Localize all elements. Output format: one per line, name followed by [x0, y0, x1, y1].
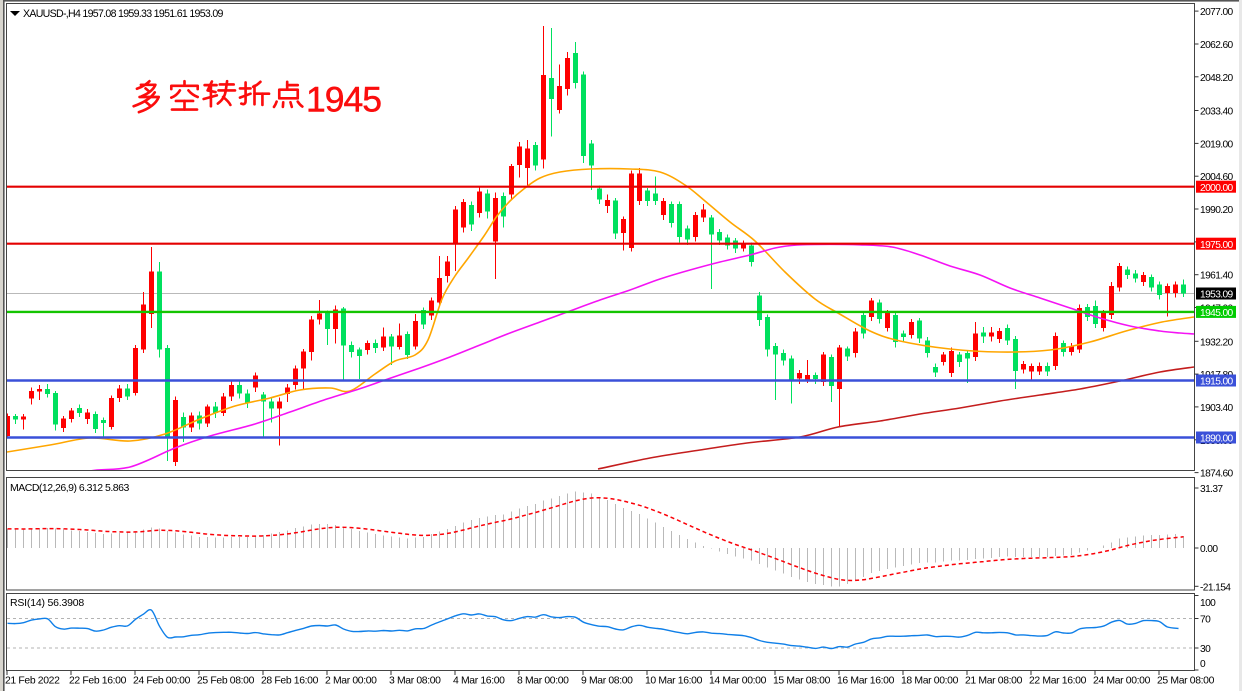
svg-text:2077.00: 2077.00: [1200, 7, 1234, 18]
svg-text:100: 100: [1200, 598, 1216, 609]
svg-text:14 Mar 00:00: 14 Mar 00:00: [709, 676, 767, 687]
svg-text:0.00: 0.00: [1200, 544, 1218, 555]
svg-text:8 Mar 00:00: 8 Mar 00:00: [517, 676, 569, 687]
svg-text:70: 70: [1200, 615, 1211, 626]
svg-text:2062.60: 2062.60: [1200, 40, 1234, 51]
svg-text:2033.40: 2033.40: [1200, 107, 1234, 118]
svg-text:2000.00: 2000.00: [1200, 183, 1234, 194]
svg-text:1945: 1945: [306, 80, 381, 120]
svg-text:XAUUSD-,H4 1957.08 1959.33 19: XAUUSD-,H4 1957.08 1959.33 1951.61 1953.…: [23, 8, 224, 20]
svg-text:1990.20: 1990.20: [1200, 205, 1234, 216]
svg-text:18 Mar 00:00: 18 Mar 00:00: [901, 676, 959, 687]
svg-text:4 Mar 16:00: 4 Mar 16:00: [453, 676, 505, 687]
svg-text:0: 0: [1200, 659, 1206, 670]
svg-text:24 Feb 00:00: 24 Feb 00:00: [133, 676, 191, 687]
svg-text:-21.154: -21.154: [1200, 582, 1231, 593]
svg-text:2004.60: 2004.60: [1200, 172, 1234, 183]
svg-text:25 Mar 08:00: 25 Mar 08:00: [1157, 676, 1215, 687]
svg-text:1890.00: 1890.00: [1200, 434, 1234, 445]
svg-text:2 Mar 00:00: 2 Mar 00:00: [325, 676, 377, 687]
svg-text:21 Feb 2022: 21 Feb 2022: [5, 676, 60, 687]
svg-text:10 Mar 16:00: 10 Mar 16:00: [645, 676, 703, 687]
svg-text:2048.20: 2048.20: [1200, 73, 1234, 84]
svg-text:1961.40: 1961.40: [1200, 271, 1234, 282]
svg-text:22 Feb 16:00: 22 Feb 16:00: [69, 676, 127, 687]
svg-text:1932.20: 1932.20: [1200, 337, 1234, 348]
svg-text:24 Mar 00:00: 24 Mar 00:00: [1093, 676, 1151, 687]
svg-text:2019.00: 2019.00: [1200, 139, 1234, 150]
svg-text:1915.00: 1915.00: [1200, 377, 1234, 388]
svg-text:22 Mar 16:00: 22 Mar 16:00: [1029, 676, 1087, 687]
svg-text:25 Feb 08:00: 25 Feb 08:00: [197, 676, 255, 687]
svg-text:3 Mar 08:00: 3 Mar 08:00: [389, 676, 441, 687]
svg-text:1874.60: 1874.60: [1200, 469, 1234, 480]
svg-text:1903.40: 1903.40: [1200, 403, 1234, 414]
svg-text:RSI(14) 56.3908: RSI(14) 56.3908: [10, 597, 84, 609]
svg-text:31.37: 31.37: [1200, 484, 1223, 495]
svg-text:15 Mar 08:00: 15 Mar 08:00: [773, 676, 831, 687]
svg-text:MACD(12,26,9) 6.312 5.863: MACD(12,26,9) 6.312 5.863: [10, 482, 129, 494]
svg-text:16 Mar 16:00: 16 Mar 16:00: [837, 676, 895, 687]
svg-text:1945.00: 1945.00: [1200, 308, 1234, 319]
svg-text:30: 30: [1200, 644, 1211, 655]
svg-text:9 Mar 08:00: 9 Mar 08:00: [581, 676, 633, 687]
svg-text:1975.00: 1975.00: [1200, 240, 1234, 251]
svg-text:21 Mar 08:00: 21 Mar 08:00: [965, 676, 1023, 687]
svg-text:1953.09: 1953.09: [1200, 290, 1234, 301]
svg-text:28 Feb 16:00: 28 Feb 16:00: [261, 676, 319, 687]
